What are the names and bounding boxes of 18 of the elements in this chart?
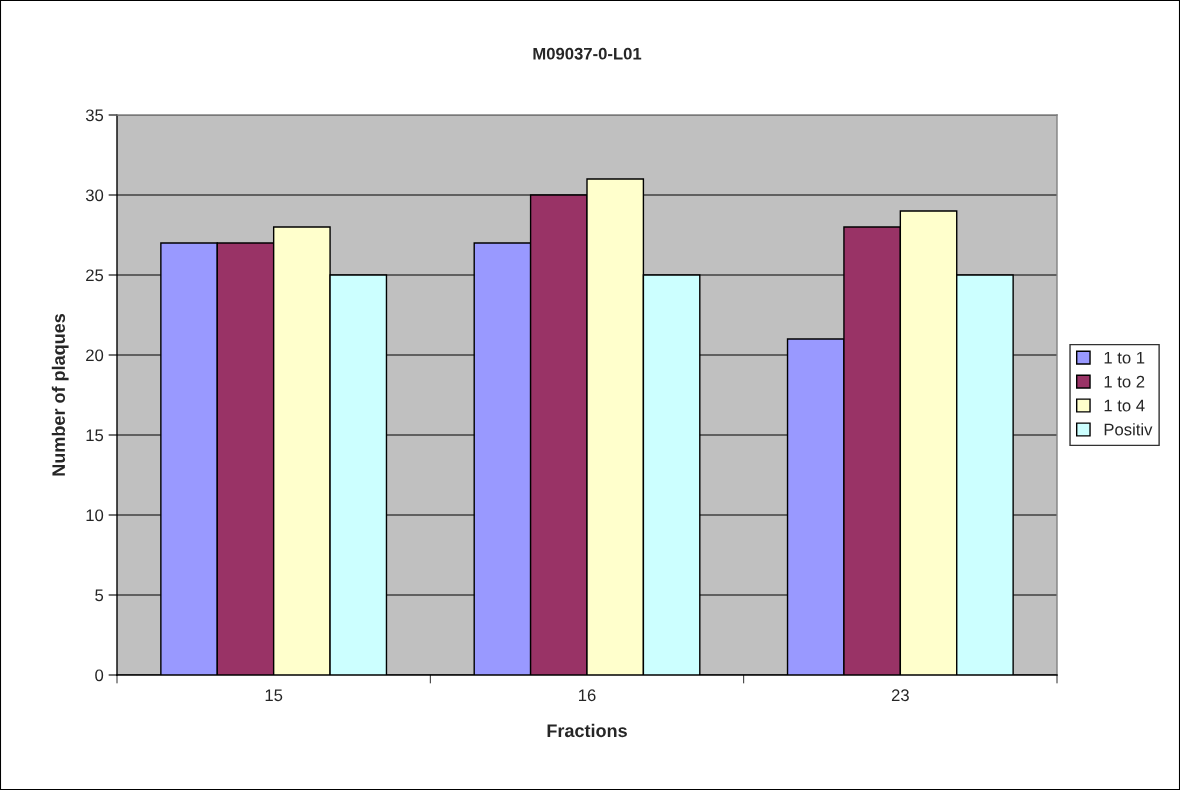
x-axis-title: Fractions [547, 723, 627, 738]
legend-label: 1 to 4 [1104, 399, 1145, 412]
y-tick-label: 20 [86, 349, 104, 362]
chart-title: M09037-0-L01 [533, 47, 642, 60]
x-tick-label: 15 [265, 689, 283, 702]
x-tick-label: 16 [579, 689, 596, 702]
legend-label: Positiv [1104, 423, 1153, 436]
legend-label: 1 to 2 [1104, 375, 1145, 388]
y-tick-label: 10 [86, 509, 104, 522]
y-tick-label: 30 [85, 189, 104, 202]
y-tick-label: 5 [95, 589, 104, 602]
y-axis-title: Number of plaques [51, 313, 69, 476]
x-tick-label: 23 [891, 689, 909, 702]
y-tick-label: 35 [85, 109, 104, 122]
y-tick-label: 0 [95, 669, 104, 682]
y-tick-label: 15 [86, 429, 104, 442]
y-tick-label: 25 [86, 269, 104, 282]
legend-label: 1 to 1 [1104, 351, 1145, 364]
